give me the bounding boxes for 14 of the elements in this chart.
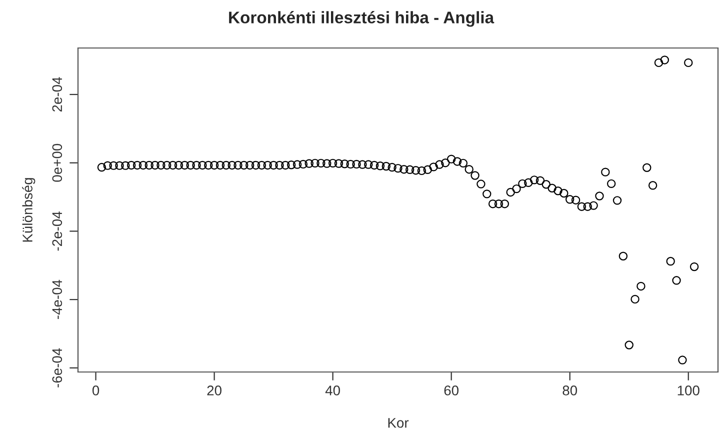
x-tick-label: 80 [562, 386, 578, 396]
x-tick-label: 0 [92, 386, 100, 396]
x-tick-label: 100 [678, 386, 700, 396]
x-tick-label: 20 [207, 386, 222, 396]
x-axis-title: Kor [388, 418, 409, 428]
y-axis-title: Különbség [22, 178, 36, 242]
chart-title: Koronkénti illesztési hiba - Anglia [229, 11, 494, 27]
x-tick-label: 60 [444, 386, 459, 396]
y-tick-label: 2e-04 [52, 77, 62, 112]
y-tick-label: 0e+00 [52, 144, 62, 182]
y-tick-label: -2e-04 [52, 212, 62, 251]
y-tick-label: -6e-04 [52, 348, 62, 388]
x-tick-label: 40 [325, 386, 340, 396]
y-tick-label: -4e-04 [52, 280, 62, 319]
